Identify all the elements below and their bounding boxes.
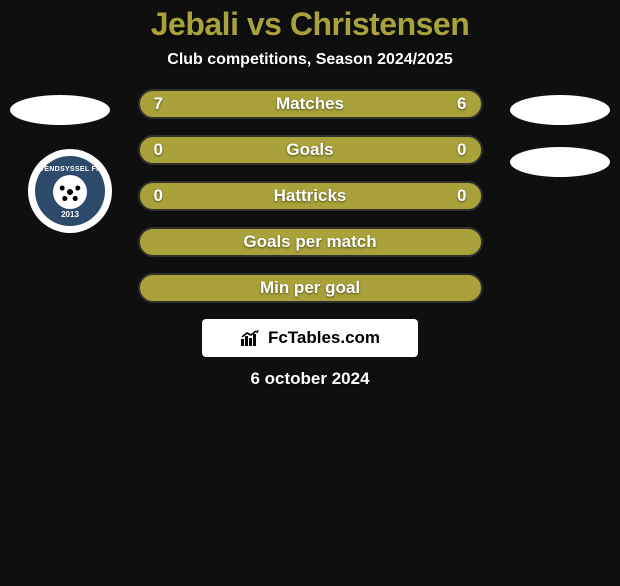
stat-value-left: 7 [154, 94, 163, 114]
attribution-badge: FcTables.com [202, 319, 418, 357]
club-badge-inner: VENDSYSSEL FF 2013 [35, 156, 105, 226]
stat-label: Matches [276, 94, 344, 114]
comparison-panel: VENDSYSSEL FF 2013 7 Matches 6 0 Goals 0 0 Hatt… [0, 89, 620, 389]
football-icon [53, 175, 87, 209]
stat-row: 0 Goals 0 [138, 135, 483, 165]
stat-value-right: 6 [457, 94, 466, 114]
stat-label: Goals per match [243, 232, 376, 252]
attribution-text: FcTables.com [268, 328, 380, 348]
stat-row: Goals per match [138, 227, 483, 257]
stat-value-left: 0 [154, 140, 163, 160]
club-badge-name: VENDSYSSEL FF [39, 166, 100, 173]
stat-row: 0 Hattricks 0 [138, 181, 483, 211]
bar-chart-up-icon [240, 329, 262, 347]
stat-label: Hattricks [274, 186, 347, 206]
player-right-placeholder-1 [510, 95, 610, 125]
page-subtitle: Club competitions, Season 2024/2025 [0, 51, 620, 69]
player-right-placeholder-2 [510, 147, 610, 177]
snapshot-date: 6 october 2024 [0, 369, 620, 389]
club-badge: VENDSYSSEL FF 2013 [28, 149, 112, 233]
player-left-placeholder [10, 95, 110, 125]
page-title: Jebali vs Christensen [0, 6, 620, 43]
stat-value-right: 0 [457, 186, 466, 206]
stat-rows: 7 Matches 6 0 Goals 0 0 Hattricks 0 Goals per mat… [138, 89, 483, 303]
stat-row: Min per goal [138, 273, 483, 303]
stat-label: Min per goal [260, 278, 360, 298]
stat-row: 7 Matches 6 [138, 89, 483, 119]
stat-label: Goals [286, 140, 333, 160]
club-badge-year: 2013 [61, 210, 79, 219]
stat-value-right: 0 [457, 140, 466, 160]
stat-value-left: 0 [154, 186, 163, 206]
